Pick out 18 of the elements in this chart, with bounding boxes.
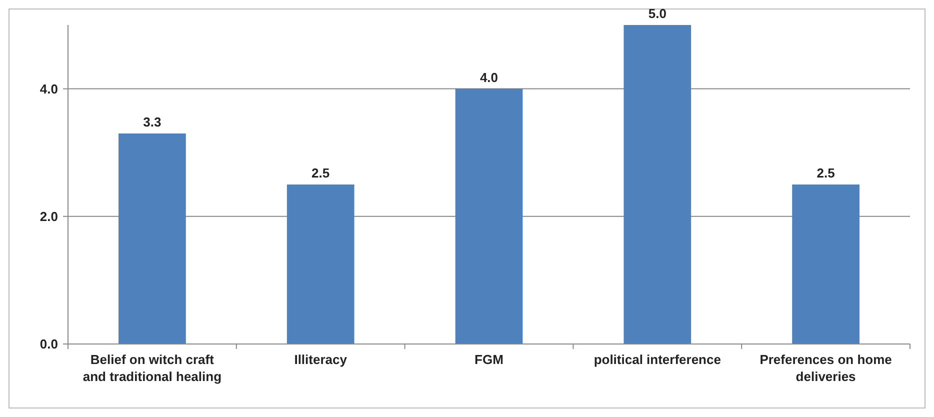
data-label: 2.5 — [816, 166, 835, 180]
bar — [624, 25, 692, 344]
data-label: 4.0 — [480, 70, 498, 85]
x-tick-label: Preferences on home deliveries — [760, 352, 892, 384]
data-label: 2.5 — [312, 166, 330, 180]
bar — [118, 133, 186, 344]
x-tick-label: FGM — [474, 352, 504, 367]
x-tick-label: political interference — [594, 352, 721, 367]
data-label: 3.3 — [143, 114, 162, 130]
y-tick-label: 2.0 — [40, 208, 58, 224]
y-tick-label: 0.0 — [40, 336, 58, 352]
x-tick-label: Illiteracy — [294, 352, 348, 367]
bar — [792, 184, 860, 344]
x-tick-label: Belief on witch craft and traditional healing — [82, 352, 222, 384]
y-tick-label: 4.0 — [40, 81, 58, 96]
bar — [455, 88, 523, 344]
data-label: 5.0 — [648, 6, 666, 21]
bar — [286, 184, 354, 344]
